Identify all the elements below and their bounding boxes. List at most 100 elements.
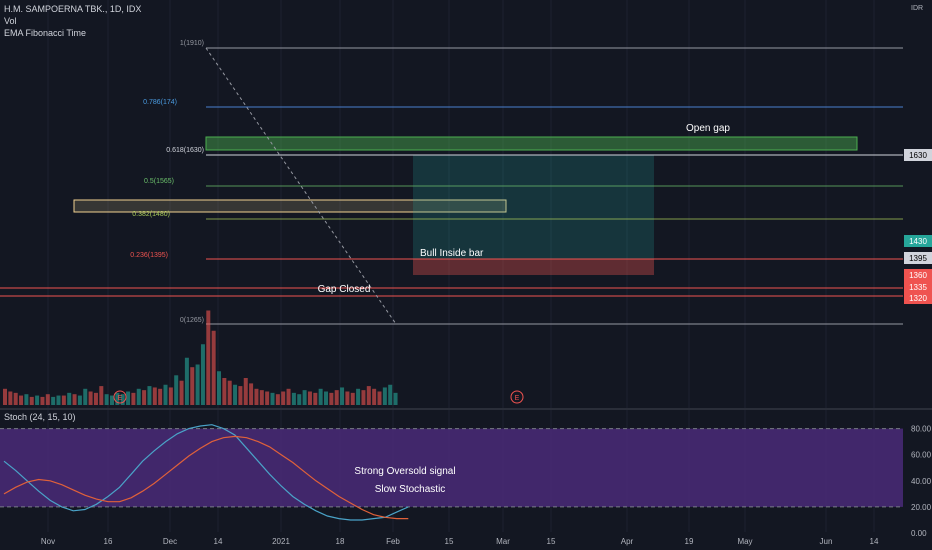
time-tick-label: 19 <box>685 537 694 546</box>
earnings-marker <box>113 390 127 404</box>
volume-bar <box>361 390 366 405</box>
volume-bar <box>93 392 98 405</box>
earnings-marker <box>510 390 524 404</box>
volume-bar <box>29 396 34 405</box>
price-badge <box>904 149 932 161</box>
time-tick-label: Feb <box>386 537 400 546</box>
volume-bar <box>179 380 184 405</box>
volume-bar <box>243 378 248 405</box>
volume-bar <box>142 390 147 405</box>
volume-bar <box>340 387 345 405</box>
volume-bar <box>217 371 221 405</box>
stoch-band-fill <box>0 428 903 507</box>
volume-bar <box>388 384 393 405</box>
volume-bar <box>227 380 232 405</box>
fib-level-label: 0(1265) <box>180 317 204 324</box>
volume-bar <box>254 388 259 405</box>
volume-bar <box>200 344 205 405</box>
volume-bar <box>356 388 361 405</box>
volume-bar <box>88 391 93 405</box>
volume-bar <box>56 395 61 405</box>
main-panel-bg <box>0 0 903 405</box>
annotation-gap-closed: Gap Closed <box>318 284 371 295</box>
time-tick-label: 2021 <box>272 537 290 546</box>
volume-bar <box>286 388 291 405</box>
volume-bar <box>40 396 45 405</box>
volume-bar <box>307 391 312 405</box>
volume-bar <box>77 395 82 405</box>
annotation-open-gap: Open gap <box>686 123 730 134</box>
volume-bar <box>270 392 275 405</box>
volume-bar <box>393 392 398 405</box>
volume-bar <box>147 386 152 405</box>
fib-trendline <box>205 47 397 325</box>
volume-bar <box>233 384 238 405</box>
volume-bar <box>334 390 339 405</box>
volume-bar <box>297 394 302 405</box>
volume-bar <box>190 367 195 405</box>
time-tick-label: 14 <box>214 537 223 546</box>
volume-bar <box>222 378 227 405</box>
time-tick-label: 16 <box>104 537 113 546</box>
volume-bar <box>72 394 77 405</box>
price-badge <box>904 235 932 247</box>
price-badge <box>904 292 932 304</box>
stoch-label: Stoch (24, 15, 10) <box>4 412 76 422</box>
volume-bar <box>211 330 216 405</box>
indicator-label: EMA Fibonacci Time <box>4 28 87 38</box>
time-tick-label: Mar <box>496 537 510 546</box>
volume-bar <box>158 388 163 405</box>
volume-bar <box>382 387 387 405</box>
volume-bar <box>51 396 56 405</box>
fib-level-label: 0.236(1395) <box>130 252 168 259</box>
volume-bar <box>281 391 286 405</box>
annotation-slow-stochastic: Slow Stochastic <box>375 484 446 495</box>
volume-bar <box>345 391 350 405</box>
stoch-tick-label: 60.00 <box>911 451 932 460</box>
stoch-k-line <box>3 424 409 521</box>
volume-bar <box>99 386 104 405</box>
volume-bar <box>318 388 323 405</box>
stoch-tick-label: 0.00 <box>911 529 927 538</box>
volume-bar <box>184 357 189 405</box>
volume-bar <box>195 364 200 405</box>
volume-bar <box>13 392 18 405</box>
stoch-d-line <box>3 435 409 520</box>
time-tick-label: Nov <box>41 537 55 546</box>
volume-bar <box>174 375 179 405</box>
volume-bar <box>168 387 173 405</box>
price-badge-label: 1630 <box>909 151 927 160</box>
volume-bar <box>8 391 13 405</box>
volume-label: Vol <box>4 16 17 26</box>
open-gap-box <box>205 136 858 151</box>
volume-bar <box>163 384 168 405</box>
volume-bar <box>366 386 371 405</box>
volume-bar <box>152 387 157 405</box>
volume-bar <box>45 394 50 405</box>
price-badge-label: 1360 <box>909 271 927 280</box>
annotation-oversold: Strong Oversold signal <box>354 466 455 477</box>
volume-bar <box>61 395 66 405</box>
time-tick-label: 18 <box>336 537 345 546</box>
volume-bar <box>120 394 125 405</box>
earnings-marker-label: E <box>515 395 520 402</box>
stop-zone-box <box>413 259 654 275</box>
price-badge-label: 1395 <box>909 254 927 263</box>
volume-bar <box>131 392 136 405</box>
price-badge <box>904 269 932 281</box>
volume-bar <box>329 392 334 405</box>
price-badge <box>904 281 932 293</box>
time-tick-label: May <box>737 537 752 546</box>
earnings-marker-label: E <box>118 395 123 402</box>
price-badge-label: 1320 <box>909 294 927 303</box>
fib-level-label: 0.5(1565) <box>144 178 174 185</box>
currency-label: IDR <box>911 5 923 12</box>
volume-bar <box>19 395 24 405</box>
volume-bar <box>206 310 211 405</box>
time-tick-label: 15 <box>445 537 454 546</box>
volume-bar <box>372 388 377 405</box>
volume-bar <box>136 388 141 405</box>
resistance-zone-box <box>73 199 507 213</box>
volume-bar <box>35 395 40 405</box>
